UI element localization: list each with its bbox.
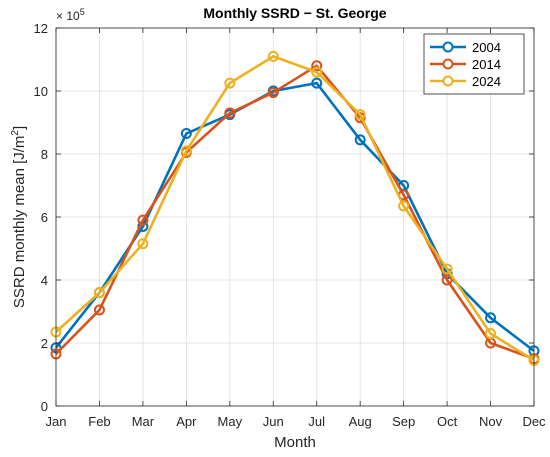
- data-point-2014: [224, 107, 236, 119]
- y-tick-label: 10: [34, 84, 48, 99]
- y-tick-label: 6: [41, 210, 48, 225]
- data-point-2024: [224, 77, 236, 89]
- data-point-2024: [354, 109, 366, 121]
- y-tick-label: 12: [34, 21, 48, 36]
- x-tick-label: Jan: [46, 414, 67, 429]
- x-tick-label: Feb: [88, 414, 110, 429]
- y-exponent: × 105: [56, 7, 85, 23]
- data-point-2004: [354, 134, 366, 146]
- series-line-2014: [55, 64, 535, 360]
- legend-marker-2014: [442, 58, 454, 70]
- data-point-2004: [180, 128, 192, 140]
- data-point-2024: [180, 145, 192, 157]
- data-point-2024: [398, 200, 410, 212]
- x-tick-label: Aug: [349, 414, 372, 429]
- x-tick-label: Dec: [522, 414, 546, 429]
- y-tick-label: 0: [41, 399, 48, 414]
- x-tick-label: May: [218, 414, 243, 429]
- x-tick-label: Jun: [263, 414, 284, 429]
- data-point-2004: [485, 312, 497, 324]
- series-line-2024: [55, 55, 535, 362]
- legend-box: [423, 33, 525, 95]
- data-point-2004: [311, 77, 323, 89]
- y-axis-label-sup: 2: [10, 130, 21, 136]
- data-point-2014: [93, 304, 105, 316]
- data-point-2014: [267, 87, 279, 99]
- y-axis-label-close: ]: [11, 126, 28, 130]
- legend-label-2014: 2014: [472, 57, 501, 72]
- ticks: Jan Feb Mar Apr May Jun Jul Aug Sep Oct Nov Dec 0 2 4 6…: [34, 21, 547, 429]
- x-tick-label: Nov: [479, 414, 503, 429]
- legend-label-2004: 2004: [472, 40, 501, 55]
- y-tick-label: 4: [41, 273, 48, 288]
- x-tick-label: Jul: [308, 414, 325, 429]
- y-exponent-power: 5: [80, 7, 85, 17]
- data-point-2024: [137, 238, 149, 250]
- legend: 2004 2014 2024: [423, 33, 525, 95]
- y-axis-label: SSRD monthly mean [J/m2]: [10, 126, 28, 308]
- data-point-2024: [485, 328, 497, 340]
- x-tick-label: Apr: [176, 414, 197, 429]
- data-point-2014: [311, 60, 323, 72]
- data-point-2024: [93, 287, 105, 299]
- legend-marker-2004: [442, 41, 454, 53]
- legend-marker-2024: [442, 75, 454, 87]
- y-exponent-base: × 10: [56, 9, 80, 23]
- legend-label-2024: 2024: [472, 74, 501, 89]
- y-tick-label: 2: [41, 336, 48, 351]
- x-tick-label: Oct: [437, 414, 458, 429]
- y-axis-label-main: SSRD monthly mean [J/m: [11, 136, 28, 309]
- y-tick-label: 8: [41, 147, 48, 162]
- x-axis-label: Month: [274, 434, 316, 451]
- x-tick-label: Mar: [132, 414, 155, 429]
- chart-title: Monthly SSRD − St. George: [203, 5, 386, 21]
- data-point-2014: [441, 274, 453, 286]
- data-point-2024: [441, 263, 453, 275]
- data-point-2024: [267, 50, 279, 62]
- x-tick-label: Sep: [392, 414, 415, 429]
- data-point-2014: [137, 214, 149, 226]
- data-point-2024: [311, 66, 323, 78]
